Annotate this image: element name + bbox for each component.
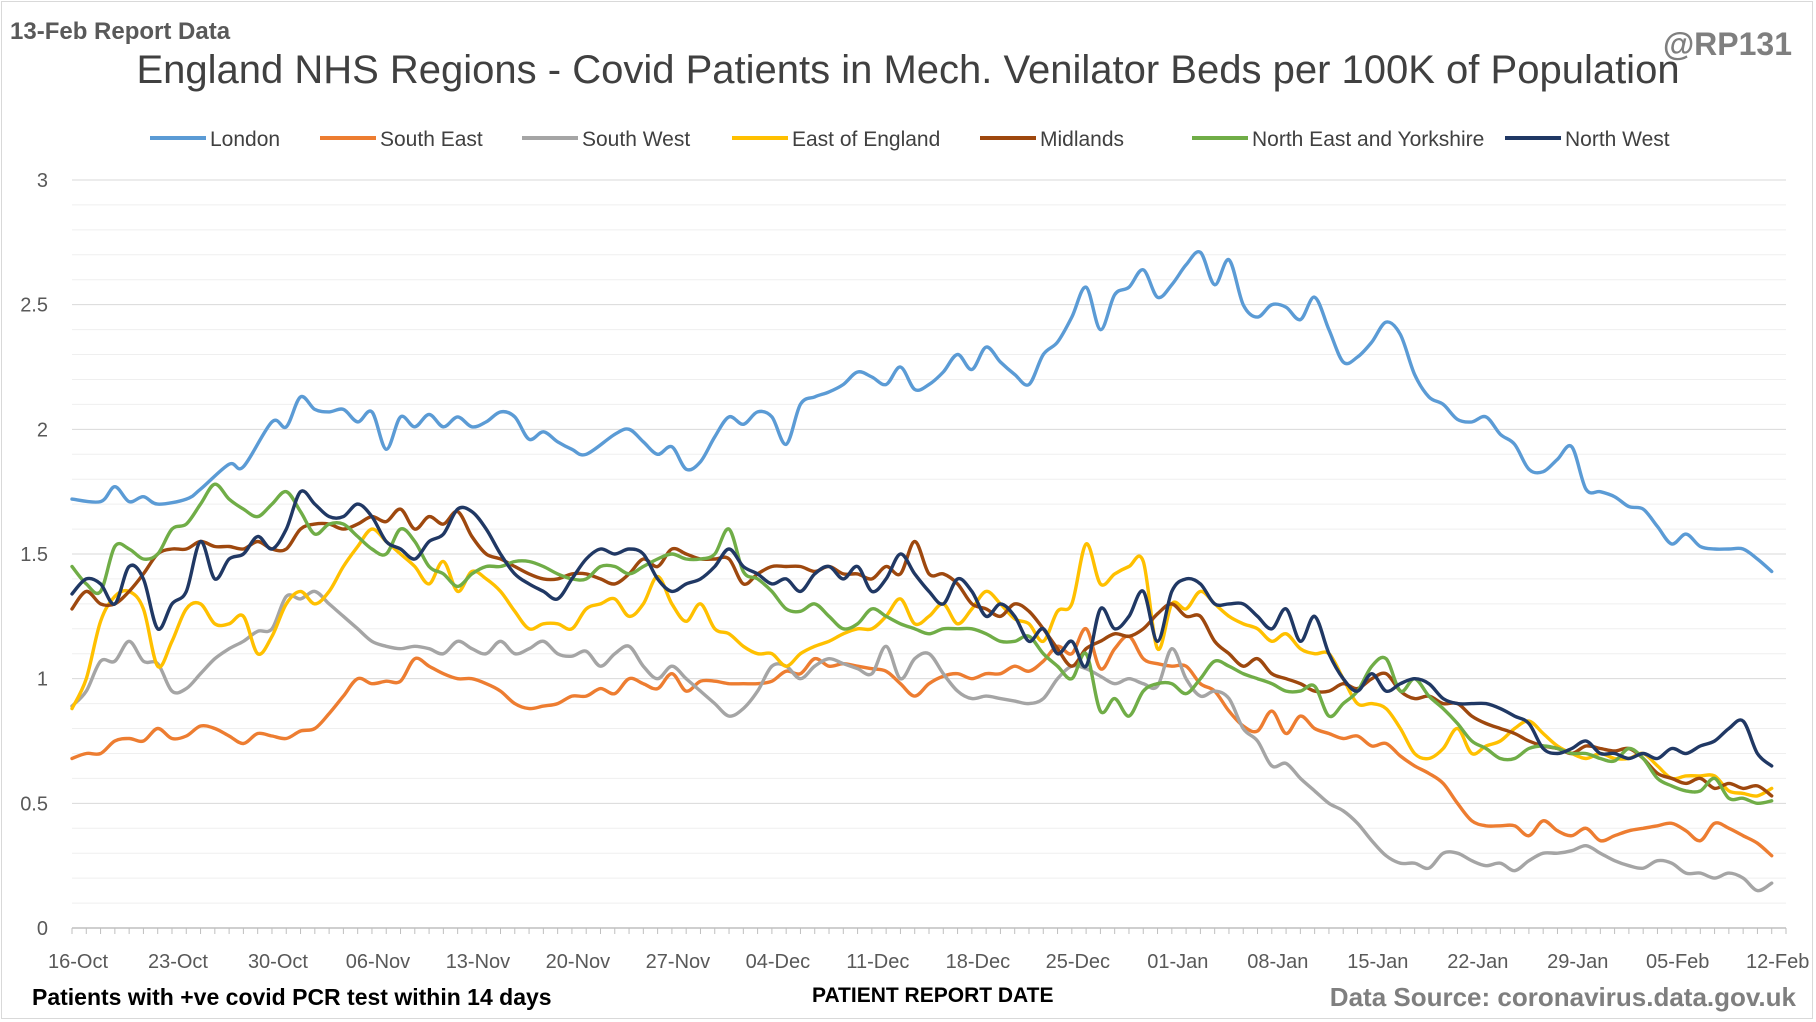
series-line-south-east [70,627,1774,858]
legend-label: North West [1565,128,1670,151]
legend-label: South West [582,128,690,151]
y-tick-label: 2.5 [20,295,48,317]
x-axis-label: PATIENT REPORT DATE [812,984,1054,1007]
x-tick-label: 22-Jan [1447,951,1508,973]
report-date-note: 13-Feb Report Data [10,18,231,45]
legend: London South East South West East of Englan… [150,128,1670,151]
legend-label: London [210,128,280,151]
x-tick-label: 06-Nov [346,951,410,973]
x-tick-label: 04-Dec [746,951,810,973]
legend-label: Midlands [1040,128,1124,151]
gridlines [72,179,1786,929]
x-tick-label: 18-Dec [946,951,1010,973]
y-tick-label: 1.5 [20,544,48,566]
author-handle: @RP131 [1662,26,1792,62]
y-tick-label: 0 [37,918,48,940]
legend-label: East of England [792,128,940,151]
x-tick-label: 29-Jan [1547,951,1608,973]
x-tick-label: 15-Jan [1347,951,1408,973]
series-line-north-west [70,489,1774,768]
legend-label: South East [380,128,483,151]
x-tick-label: 27-Nov [646,951,710,973]
x-tick-label: 05-Feb [1646,951,1709,973]
series-line-london [70,250,1774,574]
x-tick-label: 20-Nov [546,951,610,973]
series-line-midlands [70,507,1774,798]
x-tick-label: 12-Feb [1746,951,1809,973]
x-tick-label: 23-Oct [148,951,208,973]
series-line-south-west [70,589,1774,893]
x-tick-label: 30-Oct [248,951,308,973]
y-axis: 0 0.5 1 1.5 2 2.5 3 [20,170,48,940]
data-source: Data Source: coronavirus.data.gov.uk [1329,982,1796,1012]
series-line-east-of-england [70,527,1774,798]
x-tick-label: 25-Dec [1046,951,1110,973]
legend-label: North East and Yorkshire [1252,128,1484,151]
x-tick-label: 13-Nov [446,951,510,973]
x-tick-label: 16-Oct [48,951,108,973]
series-lines [70,250,1774,893]
x-tick-label: 08-Jan [1247,951,1308,973]
chart-title: England NHS Regions - Covid Patients in … [136,48,1680,92]
y-tick-label: 2 [37,419,48,441]
y-tick-label: 3 [37,170,48,192]
x-tick-label: 01-Jan [1147,951,1208,973]
y-tick-label: 1 [37,669,48,691]
y-tick-label: 0.5 [20,793,48,815]
footer-note: Patients with +ve covid PCR test within … [32,984,552,1010]
series-line-north-east-and-yorkshire [70,482,1774,806]
x-axis: 16-Oct 23-Oct 30-Oct 06-Nov 13-Nov 20-Nov 27-N… [48,927,1809,973]
x-tick-label: 11-Dec [846,951,909,973]
